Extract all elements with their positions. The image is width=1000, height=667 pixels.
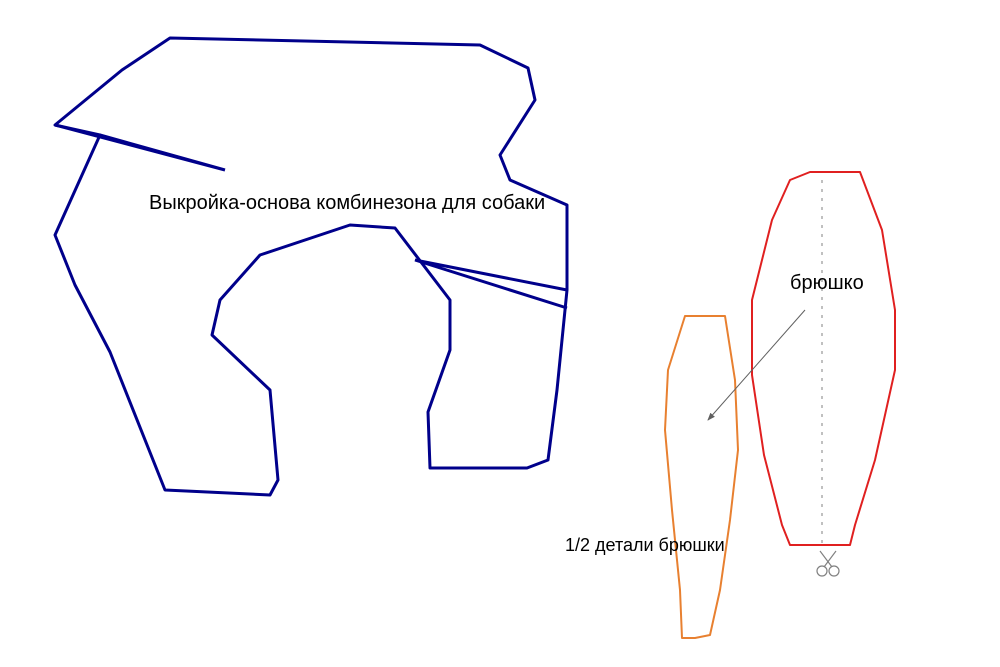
belly-piece-outline (752, 172, 895, 545)
pattern-diagram (0, 0, 1000, 667)
main-body-outline (55, 38, 567, 495)
belly-label: брюшко (790, 272, 864, 295)
scissors-icon (817, 551, 839, 576)
main-title-label: Выкройка-основа комбинезона для собаки (149, 192, 545, 215)
half-belly-piece-outline (665, 316, 738, 638)
body-dart-left (55, 125, 225, 170)
half-belly-label: 1/2 детали брюшки (565, 535, 725, 556)
